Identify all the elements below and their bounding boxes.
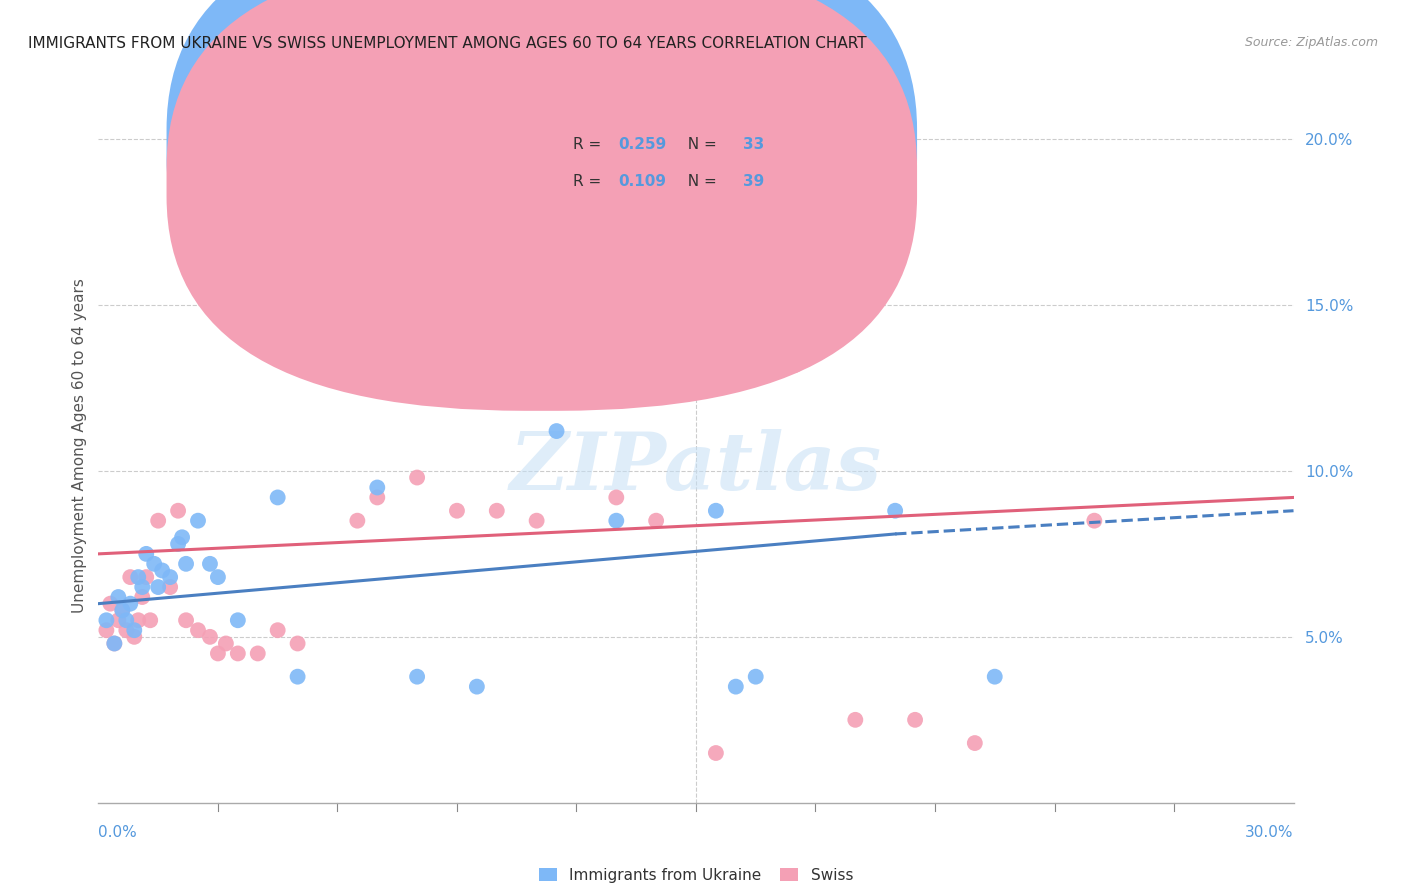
Point xyxy=(267,624,290,638)
Point xyxy=(131,590,153,604)
Text: 39: 39 xyxy=(742,174,763,189)
Point xyxy=(207,647,229,661)
Point xyxy=(174,613,197,627)
Point xyxy=(135,547,157,561)
Point xyxy=(287,670,309,684)
Point xyxy=(406,670,429,684)
Text: 0.109: 0.109 xyxy=(619,174,666,189)
Point xyxy=(167,537,190,551)
Point xyxy=(785,358,807,372)
Point xyxy=(366,491,388,505)
Point xyxy=(605,514,627,528)
Point xyxy=(1083,514,1105,528)
Point xyxy=(96,624,118,638)
Point xyxy=(148,514,170,528)
Y-axis label: Unemployment Among Ages 60 to 64 years: Unemployment Among Ages 60 to 64 years xyxy=(72,278,87,614)
Point xyxy=(111,603,134,617)
Point xyxy=(704,746,727,760)
Point xyxy=(465,680,488,694)
Point xyxy=(485,504,508,518)
Point xyxy=(135,570,157,584)
Point xyxy=(963,736,986,750)
Point xyxy=(207,570,229,584)
Point xyxy=(406,470,429,484)
Point xyxy=(124,630,146,644)
FancyBboxPatch shape xyxy=(505,114,827,203)
Text: 33: 33 xyxy=(742,136,763,152)
Point xyxy=(120,597,142,611)
Point xyxy=(526,514,548,528)
Point xyxy=(198,630,221,644)
Point xyxy=(131,580,153,594)
Point xyxy=(267,491,290,505)
Point xyxy=(143,557,166,571)
Text: N =: N = xyxy=(678,136,721,152)
Point xyxy=(226,613,249,627)
FancyBboxPatch shape xyxy=(166,0,917,373)
FancyBboxPatch shape xyxy=(166,0,917,411)
Point xyxy=(446,504,468,518)
Point xyxy=(198,557,221,571)
Point xyxy=(187,514,209,528)
Point xyxy=(215,636,238,650)
Point xyxy=(605,491,627,505)
Point xyxy=(111,603,134,617)
Legend: Immigrants from Ukraine, Swiss: Immigrants from Ukraine, Swiss xyxy=(538,868,853,882)
Point xyxy=(174,557,197,571)
Point xyxy=(307,325,329,339)
Point xyxy=(103,636,125,650)
Text: 30.0%: 30.0% xyxy=(1246,825,1294,840)
Text: ZIPatlas: ZIPatlas xyxy=(510,429,882,506)
Point xyxy=(159,580,181,594)
Text: IMMIGRANTS FROM UKRAINE VS SWISS UNEMPLOYMENT AMONG AGES 60 TO 64 YEARS CORRELAT: IMMIGRANTS FROM UKRAINE VS SWISS UNEMPLO… xyxy=(28,36,866,51)
Point xyxy=(167,504,190,518)
Point xyxy=(704,504,727,518)
Point xyxy=(98,597,122,611)
Point xyxy=(645,514,668,528)
Point xyxy=(150,564,173,578)
Text: 0.0%: 0.0% xyxy=(98,825,138,840)
Point xyxy=(103,636,125,650)
Point xyxy=(904,713,927,727)
Text: N =: N = xyxy=(678,174,721,189)
Point xyxy=(187,624,209,638)
Point xyxy=(346,514,368,528)
Point xyxy=(172,530,194,544)
Point xyxy=(148,580,170,594)
Point xyxy=(226,647,249,661)
Point xyxy=(287,636,309,650)
Point xyxy=(139,613,162,627)
Point xyxy=(366,481,388,495)
Point xyxy=(159,570,181,584)
Point xyxy=(127,613,149,627)
Point xyxy=(745,670,768,684)
Text: R =: R = xyxy=(572,174,606,189)
Point xyxy=(546,424,568,438)
Point xyxy=(844,713,866,727)
Point xyxy=(107,613,129,627)
Text: R =: R = xyxy=(572,136,606,152)
Point xyxy=(107,590,129,604)
Point xyxy=(724,680,747,694)
Point xyxy=(120,570,142,584)
Point xyxy=(984,670,1007,684)
Point xyxy=(246,647,269,661)
Point xyxy=(127,570,149,584)
Point xyxy=(115,624,138,638)
Text: Source: ZipAtlas.com: Source: ZipAtlas.com xyxy=(1244,36,1378,49)
Text: 0.259: 0.259 xyxy=(619,136,666,152)
Point xyxy=(124,624,146,638)
Point xyxy=(115,613,138,627)
Point xyxy=(884,504,907,518)
Point xyxy=(96,613,118,627)
